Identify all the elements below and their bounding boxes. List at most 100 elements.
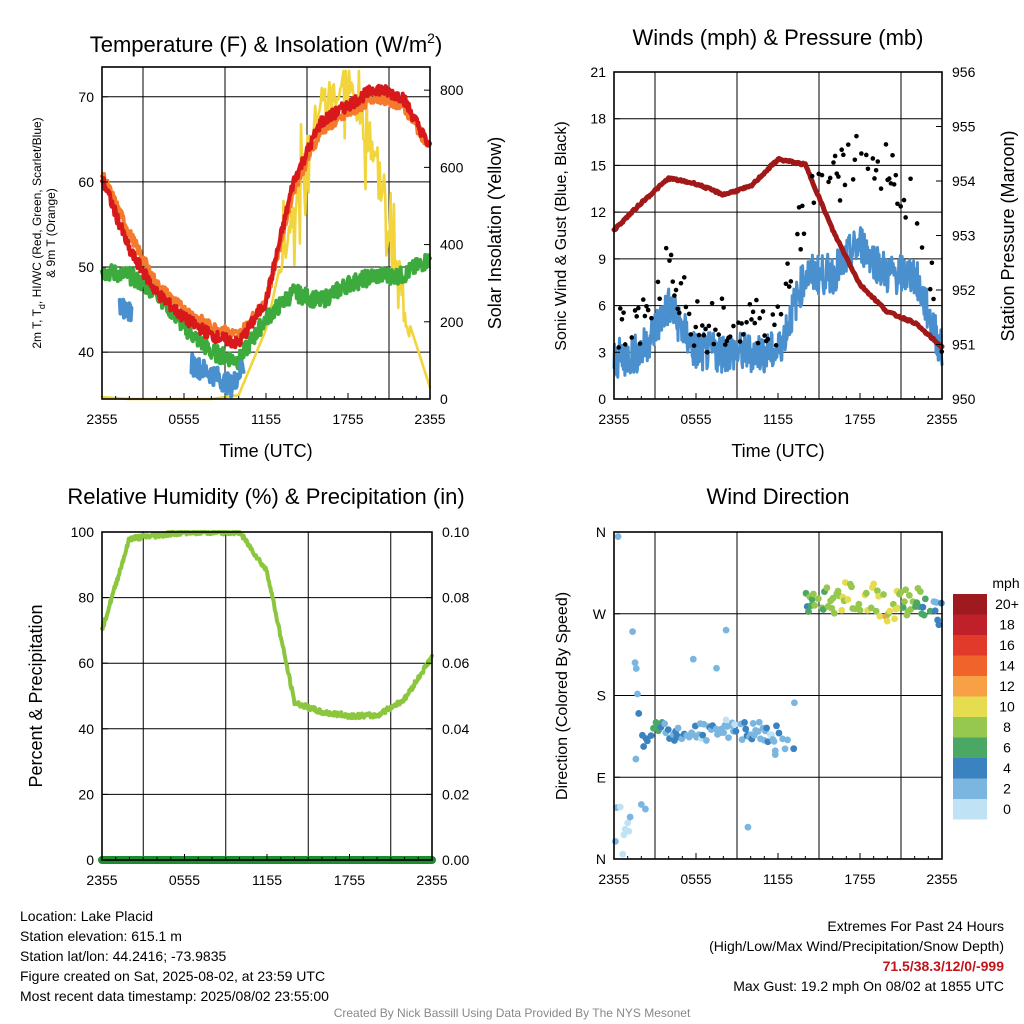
dewpoint-line [100,253,432,371]
gust-point [655,279,661,285]
y-tick-label: 80 [78,590,94,606]
y-tick-label: 15 [590,157,606,173]
direction-point [616,803,624,811]
gust-point [931,296,936,302]
gust-point [798,247,803,252]
gust-point [706,323,712,329]
x-tick-label: 2355 [926,411,957,427]
direction-point [720,729,728,737]
gust-point [693,324,699,330]
gust-point [704,349,710,355]
gust-point [903,215,908,220]
gust-point [677,310,682,316]
gust-point [637,341,643,346]
x-tick-label: 2355 [86,411,117,427]
gust-point [649,315,654,321]
direction-point [632,755,640,763]
direction-point [640,743,648,750]
gust-point [929,260,935,266]
title-superscript: 2 [427,30,435,46]
gust-point [632,308,638,313]
direction-point [873,587,881,595]
gust-point [755,340,761,346]
grid-lines [102,532,432,860]
direction-point [634,690,641,698]
direction-ylabel-text: Direction (Colored By Speed) [554,592,571,800]
winds-ylabel: Sonic Wind & Gust (Blue, Black) [553,121,570,350]
gust-point [670,279,676,284]
gust-point [786,284,792,289]
direction-point [725,734,732,742]
legend-title: mph [992,575,1019,591]
legend-label: 8 [1003,719,1011,735]
humidity-line [100,530,434,721]
gust-points [616,133,945,355]
x-tick-label: 2355 [598,871,629,887]
gust-point [762,333,767,338]
gust-point [886,176,892,181]
direction-point [702,737,710,744]
direction-point [819,606,827,613]
legend-label: 18 [999,617,1015,633]
gust-point [616,345,621,350]
gust-point [619,316,625,322]
pressure-line [611,156,945,350]
gust-point [795,231,800,237]
direction-point [935,621,943,629]
station-location: Location: Lake Placid [20,908,154,924]
direction-point [902,586,910,594]
direction-point [629,628,636,636]
y-tick-label: S [597,688,606,704]
y-tick-label: 50 [78,259,94,275]
legend-swatch [953,614,987,635]
gust-point [667,258,672,263]
gust-point [668,252,674,258]
y2-tick-label: 955 [952,119,976,135]
gust-point [811,200,817,206]
winds-panel: 0 3 6 9 12 15 18 21 950 951 952 953 954 955 956 2355 055… [590,64,975,427]
direction-point [642,805,649,813]
direction-point [901,598,908,606]
gust-point [914,221,920,226]
gust-point [747,301,753,307]
gust-point [760,309,766,314]
direction-point [931,607,939,615]
gust-point [621,310,626,315]
direction-point [844,596,852,603]
gust-point [919,245,925,250]
gust-point [883,142,889,147]
direction-point [917,588,924,595]
gust-point [865,166,871,172]
x-tick-label: 1155 [252,872,282,888]
y-tick-label: 60 [78,174,94,190]
direction-point [614,533,622,540]
x-tick-label: 0555 [680,871,711,887]
y-tick-label: 0 [86,852,94,868]
ylabel-rest: , HI/WC (Red, Green, Scarlet/Blue) [30,117,44,304]
direction-point [643,737,651,745]
max-gust: Max Gust: 19.2 mph On 08/02 at 1855 UTC [733,978,1004,994]
direction-point [635,710,643,717]
gust-point [657,296,662,302]
y-tick-label: 60 [78,655,94,671]
gust-point [640,297,646,302]
legend-swatch [953,778,987,799]
gust-point [645,307,651,313]
station-info: Location: Lake Placid Station elevation:… [20,906,329,1006]
direction-point [856,606,864,614]
direction-point [771,751,779,758]
legend-label: 20+ [995,596,1019,612]
direction-point [754,728,762,735]
direction-point [674,724,682,732]
legend-label: 2 [1003,781,1011,797]
gust-point [731,323,736,329]
gust-point [663,245,669,251]
gust-point [713,327,718,333]
y2-tick-label: 600 [440,159,464,175]
windchill-line [117,297,134,323]
y2-tick-label: 0.00 [442,852,469,868]
legend-swatch [953,758,987,779]
gust-point [636,305,641,311]
x-tick-label: 2355 [414,411,445,427]
